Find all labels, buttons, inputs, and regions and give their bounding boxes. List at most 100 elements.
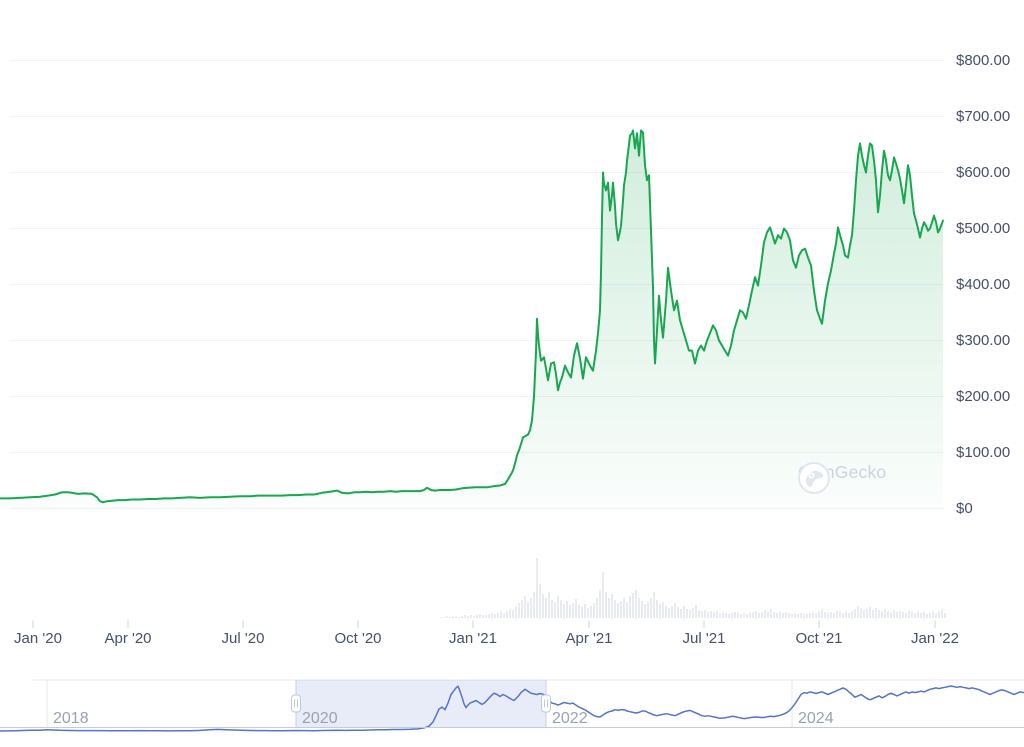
volume-bar xyxy=(572,603,574,618)
volume-bar xyxy=(563,604,565,618)
volume-bar xyxy=(866,609,868,618)
volume-bar xyxy=(449,617,451,618)
volume-bar xyxy=(569,605,571,618)
volume-bar xyxy=(899,611,901,618)
volume-bar xyxy=(869,607,871,618)
volume-bar xyxy=(878,610,880,618)
volume-bar xyxy=(521,600,523,618)
navigator-year-label: 2020 xyxy=(302,710,338,727)
volume-bar xyxy=(497,613,499,618)
volume-bar xyxy=(887,611,889,618)
volume-bar xyxy=(695,605,697,618)
volume-bar xyxy=(662,602,664,618)
volume-bar xyxy=(704,610,706,618)
volume-bar xyxy=(803,614,805,618)
volume-bar xyxy=(632,593,634,618)
volume-bar xyxy=(761,612,763,618)
volume-bar xyxy=(620,601,622,618)
x-axis-label: Oct '20 xyxy=(334,630,382,647)
volume-bar xyxy=(515,606,517,618)
volume-bar xyxy=(725,613,727,618)
volume-bar xyxy=(824,612,826,618)
volume-bar xyxy=(641,601,643,618)
price-line[interactable] xyxy=(0,129,944,504)
volume-bar xyxy=(548,592,550,618)
volume-bar xyxy=(911,612,913,618)
navigator-year-label: 2024 xyxy=(798,710,834,727)
x-axis-label: Jan '20 xyxy=(14,630,62,647)
x-axis-label: Apr '21 xyxy=(565,630,613,647)
navigator-line xyxy=(0,685,1024,732)
navigator-handle-left[interactable] xyxy=(291,694,301,713)
volume-bar xyxy=(743,613,745,618)
volume-bar xyxy=(812,612,814,618)
volume-bar xyxy=(557,596,559,618)
volume-bar xyxy=(830,612,832,618)
volume-bar xyxy=(692,608,694,618)
volume-bar xyxy=(752,612,754,618)
y-axis-label: $700.00 xyxy=(956,107,1011,125)
volume-bar xyxy=(629,596,631,618)
volume-bar xyxy=(932,612,934,618)
x-axis-label: Oct '21 xyxy=(795,630,843,647)
volume-bar xyxy=(782,613,784,618)
price-area xyxy=(0,130,943,509)
volume-bar xyxy=(560,600,562,618)
volume-bar xyxy=(935,613,937,618)
volume-bar xyxy=(482,615,484,618)
volume-bar xyxy=(818,611,820,618)
volume-bar xyxy=(536,558,538,618)
volume-bar xyxy=(839,612,841,618)
volume-bar xyxy=(644,604,646,618)
volume-bar xyxy=(722,612,724,618)
volume-bar xyxy=(479,614,481,618)
x-axis-label: Apr '20 xyxy=(104,630,152,647)
volume-bar xyxy=(509,609,511,618)
volume-bar xyxy=(458,617,460,618)
volume-bar xyxy=(914,613,916,618)
volume-bar xyxy=(503,613,505,618)
volume-bar xyxy=(671,606,673,618)
volume-bar xyxy=(653,592,655,618)
volume-bar xyxy=(740,614,742,618)
volume-bar xyxy=(863,610,865,618)
volume-bar xyxy=(884,609,886,618)
volume-bar xyxy=(461,616,463,618)
volume-bar xyxy=(551,600,553,618)
volume-bar xyxy=(581,607,583,618)
volume-bar xyxy=(674,603,676,618)
volume-bar xyxy=(470,615,472,618)
volume-bar xyxy=(749,613,751,618)
navigator-year-label: 2022 xyxy=(552,710,588,727)
volume-bar xyxy=(809,613,811,618)
y-axis-label: $300.00 xyxy=(956,331,1011,349)
volume-bar xyxy=(665,606,667,618)
volume-bar xyxy=(524,596,526,618)
volume-bar xyxy=(713,612,715,618)
volume-bar xyxy=(896,612,898,618)
volume-bar xyxy=(587,608,589,618)
volume-bar xyxy=(539,584,541,618)
volume-bar xyxy=(767,611,769,618)
volume-bar xyxy=(698,610,700,618)
volume-bar xyxy=(851,611,853,618)
volume-bar xyxy=(857,606,859,618)
x-axis-label: Jan '21 xyxy=(449,630,497,647)
volume-bar xyxy=(596,598,598,618)
volume-bar xyxy=(491,613,493,618)
volume-bar xyxy=(635,590,637,618)
y-axis-label: $600.00 xyxy=(956,163,1011,181)
volume-bar xyxy=(893,610,895,618)
volume-bar xyxy=(797,614,799,618)
volume-bar xyxy=(917,612,919,618)
volume-bar xyxy=(758,613,760,618)
navigator-handle-right[interactable] xyxy=(541,694,551,713)
volume-bar xyxy=(755,611,757,618)
volume-bar xyxy=(506,611,508,618)
volume-bar xyxy=(602,572,604,618)
y-axis-label: $400.00 xyxy=(956,275,1011,293)
volume-bar xyxy=(734,612,736,618)
navigator-selection[interactable] xyxy=(296,680,546,728)
